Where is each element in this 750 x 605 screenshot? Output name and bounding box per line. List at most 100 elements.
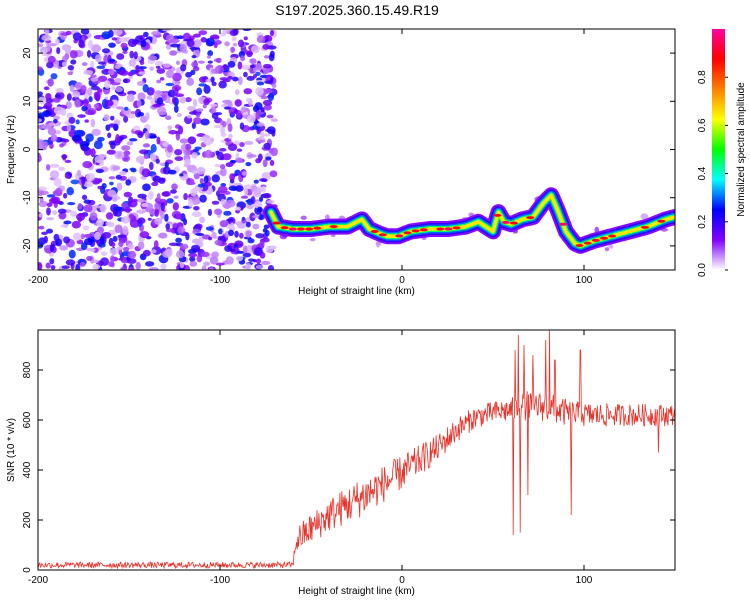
noise-cell — [67, 202, 76, 206]
noise-cell — [55, 88, 64, 93]
noise-cell — [234, 99, 242, 107]
noise-cell — [219, 220, 229, 228]
noise-cell — [161, 191, 170, 197]
noise-cell — [249, 58, 257, 64]
noise-cell — [136, 112, 145, 117]
noise-cell — [249, 64, 256, 69]
noise-cell — [263, 63, 272, 69]
noise-cell — [198, 30, 208, 36]
noise-cell — [187, 136, 197, 145]
noise-cell — [240, 195, 249, 199]
noise-cell — [123, 246, 130, 252]
noise-cell — [141, 168, 151, 178]
noise-cell — [253, 200, 263, 209]
noise-cell — [237, 39, 245, 48]
noise-cell — [256, 122, 265, 127]
noise-cell — [59, 143, 65, 148]
noise-cell — [266, 126, 276, 135]
noise-cell — [221, 120, 227, 128]
noise-cell — [183, 149, 191, 156]
noise-cell — [203, 98, 210, 106]
noise-cell — [69, 84, 75, 93]
noise-cell — [246, 75, 255, 81]
noise-cell — [174, 104, 179, 113]
noise-cell — [41, 34, 52, 42]
noise-cell — [246, 50, 253, 58]
noise-cell — [263, 104, 272, 111]
noise-cell — [146, 95, 152, 100]
noise-cell — [184, 264, 190, 270]
noise-cell — [267, 265, 274, 270]
noise-cell — [61, 44, 72, 51]
noise-cell — [243, 36, 248, 41]
noise-cell — [66, 93, 72, 101]
noise-cell — [245, 230, 252, 238]
noise-cell — [68, 249, 76, 259]
noise-cell — [257, 206, 263, 213]
noise-cell — [67, 71, 73, 76]
noise-cell — [160, 263, 167, 270]
noise-cell — [109, 141, 116, 150]
noise-cell — [135, 261, 141, 270]
noise-cell — [145, 112, 150, 121]
noise-cell — [260, 95, 268, 100]
ridge-peak — [559, 222, 568, 226]
noise-cell — [168, 129, 178, 135]
noise-cell — [49, 258, 55, 265]
noise-cell — [165, 82, 175, 87]
noise-cell — [215, 57, 222, 64]
ridge-peak — [313, 226, 322, 230]
spectrogram-y-tick-label: 20 — [22, 47, 33, 59]
noise-cell — [255, 110, 262, 120]
noise-cell — [226, 218, 234, 222]
halo-cell — [300, 215, 307, 220]
colorbar-tick-label: 0.0 — [697, 263, 708, 277]
noise-cell — [139, 231, 150, 239]
noise-cell — [41, 231, 48, 235]
noise-cell — [49, 163, 60, 168]
noise-cell — [101, 31, 111, 40]
noise-cell — [94, 54, 102, 63]
halo-cell — [640, 213, 649, 220]
spectrogram-x-tick-label: -100 — [210, 275, 230, 286]
noise-cell — [50, 134, 58, 142]
noise-cell — [185, 71, 192, 78]
spectrogram-x-axis-label: Height of straight line (km) — [298, 286, 415, 297]
noise-cell — [121, 145, 131, 151]
noise-cell — [243, 71, 248, 78]
ridge-peak — [419, 228, 428, 232]
noise-cell — [224, 245, 233, 253]
noise-cell — [136, 198, 146, 203]
noise-cell — [97, 178, 103, 183]
noise-cell — [90, 248, 96, 252]
noise-cell — [178, 125, 184, 135]
noise-cell — [94, 231, 101, 241]
noise-cell — [167, 144, 173, 153]
ridge-peak — [600, 236, 609, 240]
noise-cell — [38, 225, 45, 230]
noise-cell — [154, 61, 164, 66]
noise-cell — [148, 267, 159, 270]
noise-cell — [261, 185, 267, 193]
noise-cell — [65, 30, 72, 36]
ridge-peak — [305, 227, 314, 231]
noise-cell — [62, 154, 67, 161]
noise-cell — [224, 106, 232, 110]
noise-cell — [85, 172, 96, 182]
noise-cell — [229, 173, 236, 181]
noise-cell — [86, 256, 93, 261]
noise-cell — [55, 238, 63, 247]
noise-cell — [185, 143, 192, 151]
noise-cell — [136, 99, 142, 108]
noise-cell — [263, 55, 270, 59]
noise-cell — [91, 128, 102, 136]
noise-cell — [126, 93, 135, 102]
noise-cell — [262, 99, 273, 106]
noise-cell — [109, 247, 120, 255]
noise-cell — [176, 112, 183, 118]
noise-cell — [256, 139, 266, 143]
noise-cell — [46, 228, 54, 234]
noise-cell — [166, 69, 174, 79]
noise-cell — [165, 223, 171, 230]
